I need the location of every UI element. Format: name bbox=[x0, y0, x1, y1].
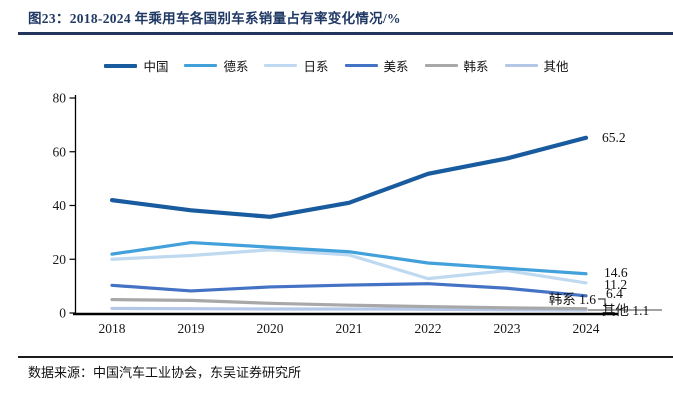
end-label-other: 其他 1.1 bbox=[602, 303, 649, 318]
x-tick-label: 2021 bbox=[336, 321, 363, 336]
title-divider bbox=[18, 32, 673, 35]
legend-item-5: 其他 bbox=[504, 56, 569, 75]
legend-item-3: 美系 bbox=[344, 56, 409, 75]
legend-line-swatch bbox=[184, 63, 218, 68]
legend-line-swatch bbox=[424, 63, 458, 68]
series-line-0 bbox=[109, 135, 589, 219]
legend-label: 中国 bbox=[143, 60, 169, 74]
y-tick-label: 0 bbox=[59, 306, 66, 321]
x-tick-label: 2020 bbox=[257, 321, 284, 336]
x-tick-label: 2019 bbox=[178, 321, 205, 336]
chart-legend: 中国 德系 日系 美系 韩系 其他 bbox=[0, 56, 673, 75]
x-tick-label: 2024 bbox=[573, 321, 600, 336]
y-tick-label: 20 bbox=[53, 252, 67, 267]
x-tick-label: 2018 bbox=[99, 321, 126, 336]
line-chart-plot: 0 20 40 60 80 2018 2019 2020 2021 2022 2023 2024 65.… bbox=[53, 91, 662, 336]
series-line-2 bbox=[110, 248, 588, 285]
data-source: 数据来源：中国汽车工业协会，东吴证券研究所 bbox=[28, 365, 302, 380]
legend-line-swatch bbox=[344, 63, 378, 68]
end-label-korean: 韩系 1.6 bbox=[549, 292, 596, 307]
series-line-3 bbox=[110, 282, 588, 298]
chart-title: 图23：2018-2024 年乘用车各国别车系销量占有率变化情况/% bbox=[28, 11, 401, 26]
legend-label: 其他 bbox=[543, 60, 569, 74]
legend-line-swatch bbox=[504, 63, 538, 68]
y-tick-label: 40 bbox=[53, 198, 67, 213]
legend-label: 美系 bbox=[383, 60, 409, 74]
legend-label: 日系 bbox=[303, 60, 329, 74]
y-tick-label: 80 bbox=[53, 91, 67, 106]
legend-label: 德系 bbox=[223, 60, 249, 74]
y-tick-label: 60 bbox=[53, 144, 67, 159]
legend-label: 韩系 bbox=[463, 60, 489, 74]
korean-label-leader bbox=[598, 298, 606, 307]
series-line-4 bbox=[110, 297, 588, 311]
x-tick-label: 2023 bbox=[494, 321, 521, 336]
end-label-china: 65.2 bbox=[602, 130, 626, 145]
legend-item-1: 德系 bbox=[184, 56, 248, 75]
end-label-japanese: 11.2 bbox=[604, 277, 627, 292]
series-line-5 bbox=[110, 306, 588, 312]
end-label-german: 14.6 bbox=[604, 265, 628, 280]
end-label-american: 6.4 bbox=[606, 286, 623, 301]
legend-item-4: 韩系 bbox=[424, 56, 489, 75]
series-line-1 bbox=[110, 240, 588, 276]
x-tick-label: 2022 bbox=[415, 321, 442, 336]
legend-line-swatch bbox=[104, 63, 138, 68]
legend-item-0: 中国 bbox=[104, 56, 168, 75]
legend-line-swatch bbox=[264, 63, 298, 68]
source-divider bbox=[18, 356, 673, 358]
legend-item-2: 日系 bbox=[264, 56, 329, 75]
